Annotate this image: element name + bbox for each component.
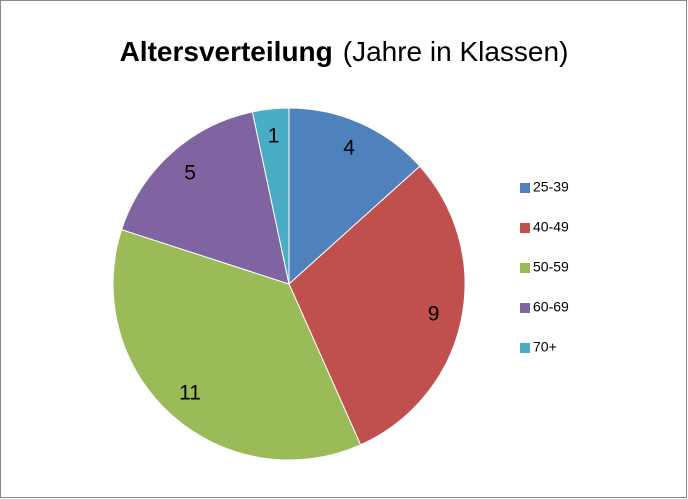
pie-slice — [288, 107, 421, 286]
legend-label: 50-59 — [533, 259, 569, 275]
chart-subtitle: (Jahre in Klassen) — [343, 36, 569, 67]
legend-swatch — [520, 263, 530, 273]
pie-slice — [251, 107, 290, 285]
legend-swatch — [520, 183, 530, 193]
legend-swatch — [520, 223, 530, 233]
chart-title: Altersverteilung — [120, 36, 333, 67]
data-label: 11 — [179, 381, 201, 404]
data-label: 4 — [343, 136, 355, 159]
legend-label: 25-39 — [533, 179, 569, 195]
legend-label: 40-49 — [533, 219, 569, 235]
pie-slice — [120, 111, 290, 285]
pie-slice — [288, 165, 466, 446]
legend-swatch — [520, 343, 530, 353]
data-label: 5 — [184, 162, 196, 185]
data-label: 9 — [428, 302, 440, 325]
data-label: 1 — [268, 125, 280, 148]
legend-swatch — [520, 303, 530, 313]
legend-label: 70+ — [533, 339, 557, 355]
pie-slice — [112, 228, 362, 461]
chart-title-group: Altersverteilung (Jahre in Klassen) — [120, 36, 569, 67]
legend-label: 60-69 — [533, 299, 569, 315]
